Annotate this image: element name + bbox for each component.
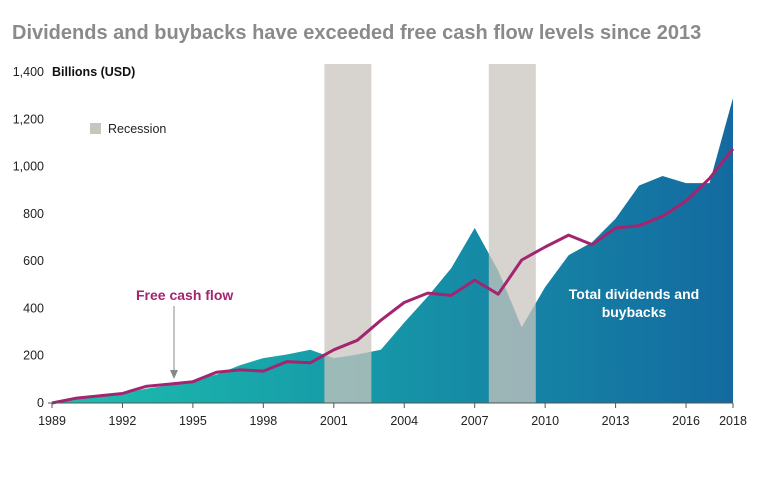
x-tick-label: 1998 [249, 414, 277, 428]
x-tick-label: 2018 [719, 414, 747, 428]
y-tick-label: 600 [23, 254, 44, 268]
y-tick-label: 1,000 [13, 160, 44, 174]
y-tick-label: 800 [23, 207, 44, 221]
recession-bands [324, 64, 536, 403]
x-tick-label: 2013 [602, 414, 630, 428]
line-free-cash-flow [51, 147, 735, 405]
x-tick-label: 2016 [672, 414, 700, 428]
annotation-arrow-head [170, 370, 178, 379]
dividends-buybacks-area [52, 98, 733, 403]
x-tick-label: 2007 [461, 414, 489, 428]
x-tick-label: 1989 [38, 414, 66, 428]
x-tick-label: 2001 [320, 414, 348, 428]
legend: Recession [90, 122, 166, 136]
free-cash-flow-line [51, 147, 735, 405]
recession-band-2 [488, 64, 536, 403]
annotations: Free cash flow Total dividends and buyback… [136, 286, 699, 379]
axes: 1989 1992 1995 1998 2001 2004 2007 2010 2013 2016… [13, 65, 747, 428]
x-tick-label: 2004 [390, 414, 418, 428]
annotation-free-cash-flow: Free cash flow [136, 287, 233, 303]
y-axis-unit-label: Billions (USD) [52, 65, 135, 79]
x-tick-label: 1995 [179, 414, 207, 428]
y-tick-label: 400 [23, 301, 44, 315]
chart-title: Dividends and buybacks have exceeded fre… [12, 22, 702, 44]
y-tick-label: 200 [23, 349, 44, 363]
legend-recession-label: Recession [108, 122, 166, 136]
annotation-area-label-line-1: Total dividends and [569, 286, 699, 302]
x-tick-label: 1992 [109, 414, 137, 428]
x-tick-label: 2010 [531, 414, 559, 428]
y-tick-label: 0 [37, 396, 44, 410]
annotation-area-label-line-2: buybacks [602, 304, 667, 320]
recession-band-1 [324, 64, 372, 403]
y-tick-label: 1,400 [13, 65, 44, 79]
y-tick-label: 1,200 [13, 112, 44, 126]
legend-recession-swatch [90, 123, 101, 134]
area-total-dividends-buybacks [52, 98, 733, 403]
